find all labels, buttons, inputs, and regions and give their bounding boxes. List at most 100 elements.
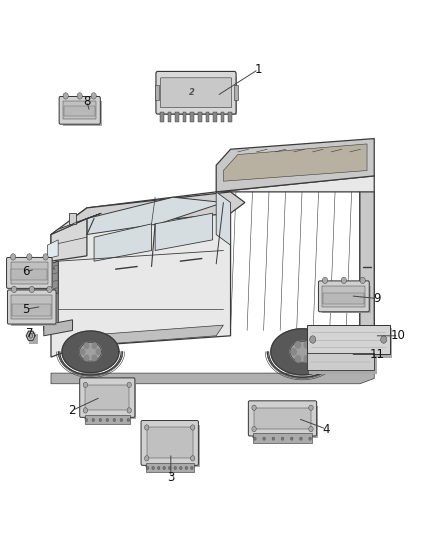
Bar [85, 415, 130, 424]
Polygon shape [223, 144, 367, 181]
FancyBboxPatch shape [318, 281, 369, 312]
Polygon shape [295, 342, 300, 348]
Polygon shape [51, 213, 101, 235]
FancyBboxPatch shape [160, 78, 232, 108]
Polygon shape [291, 349, 296, 355]
Circle shape [263, 437, 265, 440]
Circle shape [83, 408, 88, 413]
Circle shape [47, 286, 52, 293]
Circle shape [92, 418, 95, 422]
Circle shape [309, 426, 313, 432]
Circle shape [152, 466, 155, 470]
Polygon shape [44, 261, 58, 298]
Circle shape [309, 437, 311, 440]
Bar [205, 112, 209, 122]
Circle shape [341, 277, 346, 284]
Circle shape [11, 254, 16, 260]
Bar [309, 328, 392, 358]
Circle shape [127, 408, 131, 413]
Circle shape [381, 336, 387, 343]
Bar [64, 107, 95, 116]
Circle shape [281, 437, 284, 440]
Circle shape [157, 466, 160, 470]
FancyBboxPatch shape [141, 421, 198, 465]
Bar [63, 101, 96, 119]
Circle shape [360, 277, 365, 284]
Polygon shape [360, 192, 374, 344]
Circle shape [322, 277, 328, 284]
Circle shape [127, 382, 131, 387]
Circle shape [106, 418, 109, 422]
Polygon shape [51, 368, 374, 384]
Polygon shape [73, 325, 223, 346]
Polygon shape [92, 355, 97, 360]
Bar [183, 112, 187, 122]
Polygon shape [304, 356, 309, 362]
Circle shape [113, 418, 116, 422]
Circle shape [145, 425, 149, 430]
Text: 3: 3 [167, 471, 174, 483]
Circle shape [27, 254, 32, 260]
Circle shape [99, 418, 102, 422]
Polygon shape [73, 192, 245, 229]
Text: 2: 2 [68, 404, 76, 417]
Text: 10: 10 [391, 329, 406, 342]
Bar [175, 112, 179, 122]
Circle shape [145, 456, 149, 461]
Circle shape [85, 418, 88, 422]
Bar [147, 427, 193, 458]
Text: 5: 5 [23, 303, 30, 316]
Polygon shape [87, 197, 223, 235]
Polygon shape [44, 320, 73, 336]
Bar [322, 286, 371, 313]
Circle shape [174, 466, 177, 470]
Bar [155, 85, 159, 100]
Circle shape [83, 382, 88, 387]
FancyBboxPatch shape [59, 96, 100, 124]
Polygon shape [155, 213, 212, 251]
Circle shape [29, 286, 34, 293]
Circle shape [146, 466, 149, 470]
Polygon shape [216, 192, 230, 245]
Circle shape [191, 456, 195, 461]
Circle shape [309, 405, 313, 410]
Bar [322, 286, 365, 307]
Bar [307, 325, 390, 354]
Circle shape [300, 437, 302, 440]
Circle shape [163, 466, 166, 470]
Bar [309, 357, 377, 374]
Circle shape [191, 466, 193, 470]
Polygon shape [85, 343, 89, 349]
Bar [252, 406, 318, 438]
Circle shape [43, 254, 48, 260]
Polygon shape [290, 341, 314, 362]
Polygon shape [216, 176, 374, 344]
Bar [160, 77, 237, 115]
Polygon shape [51, 219, 87, 261]
Bar [168, 112, 171, 122]
Circle shape [28, 334, 32, 338]
Circle shape [168, 466, 171, 470]
Bar [191, 112, 194, 122]
Bar [11, 295, 52, 319]
Bar [228, 112, 232, 122]
Bar [12, 304, 51, 316]
Circle shape [91, 93, 96, 99]
Polygon shape [81, 349, 85, 354]
Polygon shape [85, 355, 89, 360]
Circle shape [185, 466, 187, 470]
Circle shape [11, 286, 17, 293]
Circle shape [254, 437, 256, 440]
Circle shape [120, 418, 123, 422]
Bar [11, 262, 53, 290]
Circle shape [290, 437, 293, 440]
Bar [221, 112, 224, 122]
Text: 6: 6 [22, 265, 30, 278]
Bar [146, 463, 194, 472]
Bar [11, 262, 48, 284]
Polygon shape [308, 349, 314, 355]
Bar [84, 383, 136, 419]
Text: 1: 1 [254, 63, 262, 76]
FancyBboxPatch shape [156, 71, 236, 114]
Bar [213, 112, 217, 122]
